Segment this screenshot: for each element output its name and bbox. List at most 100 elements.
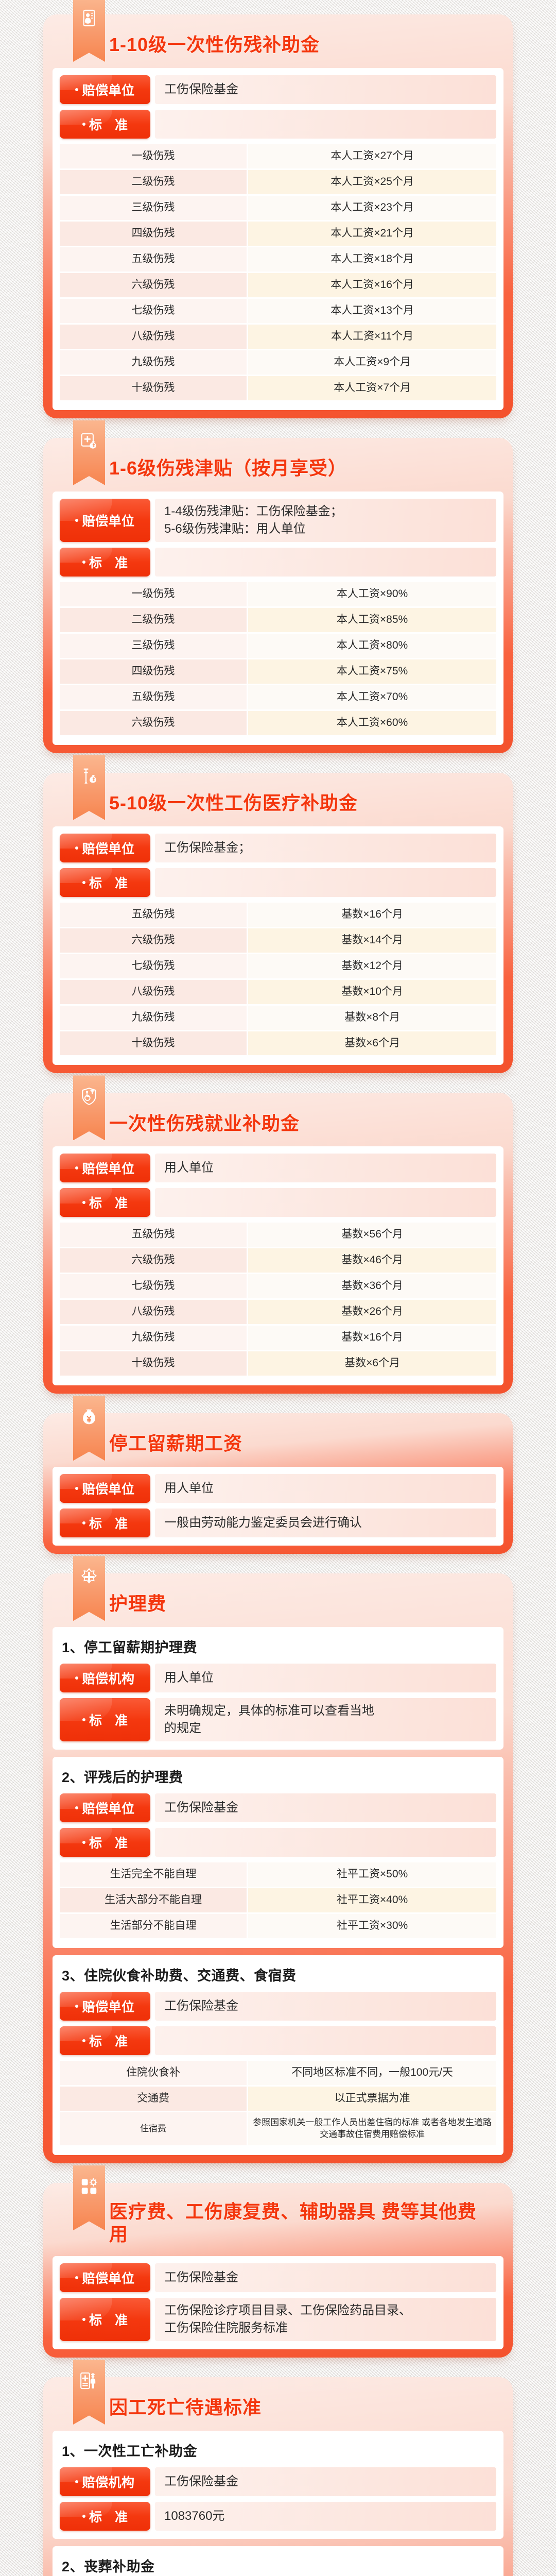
tag-label: 标 准 [89,1196,132,1211]
tag-label: 赔偿单位 [82,1802,135,1817]
bullet-dot-icon [82,560,86,564]
standard-table: 五级伤残 基数×56个月 六级伤残 基数×46个月 七级伤残 基数×36个月 八级伤残 基数×… [60,1223,496,1378]
table-row: 四级伤残 本人工资×75% [60,658,496,685]
payer-value: 工伤保险基金 [155,2263,496,2292]
crutch-money-icon [73,755,105,820]
card-title: 护理费 [109,1593,167,1615]
card-title: 一次性伤残就业补助金 [109,1112,300,1134]
table-cell-value: 基数×46个月 [247,1247,496,1275]
table-row: 八级伤残 基数×10个月 [60,979,496,1006]
standard-value: 未明确规定，具体的标准可以查看当地 的规定 [155,1698,496,1742]
section-subheading: 2、丧葬补助金 [62,2559,155,2575]
payer-value: 工伤保险基金； [155,833,496,862]
payer-row: 赔偿单位 1-4级伤残津贴：工伤保险基金； 5-6级伤残津贴：用人单位 [60,498,496,542]
card-frame: 1-6级伤残津贴（按月享受） 赔偿单位 1-4级伤残津贴：工伤保险基金； 5-6级伤… [43,420,513,753]
table-row: 五级伤残 基数×56个月 [60,1223,496,1249]
table-row: 五级伤残 本人工资×70% [60,684,496,711]
card-header: 护理费 [43,1573,513,1627]
section-subheading: 1、一次性工亡补助金 [62,2444,198,2460]
bullet-dot-icon [82,2039,86,2043]
standard-value [155,547,496,577]
tag-label: 赔偿机构 [82,1672,135,1687]
payer-value: 工伤保险基金 [155,2467,496,2497]
table-row: 生活完全不能自理 社平工资×50% [60,1862,496,1889]
table-cell-key: 三级伤残 [60,633,248,659]
table-row: 七级伤残 本人工资×13个月 [60,298,496,325]
table-cell-key: 五级伤残 [60,1223,248,1249]
payer-tag: 赔偿单位 [60,2263,150,2292]
table-cell-value: 社平工资×50% [247,1862,496,1889]
table-row: 一级伤残 本人工资×90% [60,582,496,608]
table-row: 九级伤残 基数×16个月 [60,1325,496,1352]
standard-table: 生活完全不能自理 社平工资×50% 生活大部分不能自理 社平工资×40% 生活部分不能自… [60,1862,496,1940]
app-grid-icon [73,2165,105,2231]
card-panel: 赔偿单位 用人单位标 准五级伤残 基数×56个月 六级伤残 基数×46个月 七级伤残 基数×… [53,1146,503,1386]
payer-tag: 赔偿单位 [60,1154,150,1183]
table-cell-key: 生活大部分不能自理 [60,1887,248,1914]
table-cell-key: 九级伤残 [60,1325,248,1352]
card-frame: 停工留薪期工资 赔偿单位 用人单位标 准 一般由劳动能力鉴定委员会进行确认 [43,1396,513,1554]
table-cell-value: 基数×56个月 [247,1223,496,1249]
bullet-dot-icon [75,518,79,522]
standard-row: 标 准 [60,868,496,897]
bullet-dot-icon [82,1841,86,1844]
table-cell-key: 六级伤残 [60,1247,248,1275]
table-cell-value: 基数×8个月 [247,1005,496,1031]
payer-row: 赔偿单位 工伤保险基金 [60,1992,496,2021]
table-cell-key: 一级伤残 [60,144,248,170]
table-cell-value: 基数×16个月 [247,1325,496,1352]
card-frame: 医疗费、工伤康复费、辅助器具 费等其他费用 赔偿单位 工伤保险基金标 准 工伤保险诊疗… [43,2165,513,2358]
table-row: 八级伤残 本人工资×11个月 [60,324,496,350]
card-header: 1-6级伤残津贴（按月享受） [43,438,513,492]
tag-label: 赔偿单位 [82,841,135,856]
payer-value: 用人单位 [155,1664,496,1693]
standard-value [155,1188,496,1217]
card-title: 1-6级伤残津贴（按月享受） [109,457,348,479]
payer-tag: 赔偿单位 [60,498,150,542]
table-cell-value: 本人工资×9个月 [247,349,496,376]
standard-row: 标 准 [60,1828,496,1857]
bullet-dot-icon [75,1806,79,1810]
payer-row: 赔偿机构 工伤保险基金 [60,2467,496,2497]
table-cell-key: 二级伤残 [60,169,248,196]
payer-row: 赔偿单位 工伤保险基金 [60,75,496,104]
bullet-dot-icon [75,2276,79,2279]
bullet-dot-icon [82,123,86,126]
card-frame: 因工死亡待遇标准 1、一次性工亡补助金 赔偿机构 工伤保险基金标 准 1083760元 2… [43,2360,513,2576]
bullet-dot-icon [75,1166,79,1170]
table-cell-key: 生活完全不能自理 [60,1862,248,1889]
bullet-dot-icon [75,1487,79,1490]
table-cell-key: 六级伤残 [60,272,248,299]
bullet-dot-icon [82,1718,86,1722]
standard-tag: 标 准 [60,1698,150,1742]
bullet-dot-icon [75,846,79,850]
card-one-time-medical-subsidy: 5-10级一次性工伤医疗补助金 赔偿单位 工伤保险基金； 标 准五级伤残 基数×16个月… [43,755,513,1074]
table-cell-key: 四级伤残 [60,221,248,247]
table-cell-value: 基数×36个月 [247,1273,496,1300]
table-cell-key: 十级伤残 [60,1030,248,1057]
table-row: 七级伤残 基数×12个月 [60,953,496,980]
card-title: 5-10级一次性工伤医疗补助金 [109,792,358,814]
tag-label: 标 准 [89,555,132,570]
table-cell-value: 本人工资×90% [247,582,496,608]
payer-value: 工伤保险基金 [155,75,496,104]
table-row: 十级伤残 基数×6个月 [60,1030,496,1057]
card-frame: 5-10级一次性工伤医疗补助金 赔偿单位 工伤保险基金； 标 准五级伤残 基数×16个月… [43,755,513,1074]
payer-tag: 赔偿单位 [60,833,150,862]
payer-tag: 赔偿单位 [60,1992,150,2021]
standard-row: 标 准 [60,110,496,139]
table-cell-value: 基数×10个月 [247,979,496,1006]
card-frame: 一次性伤残就业补助金 赔偿单位 用人单位标 准五级伤残 基数×56个月 六级伤残 基数×4… [43,1075,513,1394]
card-paid-leave-wages: 停工留薪期工资 赔偿单位 用人单位标 准 一般由劳动能力鉴定委员会进行确认 [43,1396,513,1554]
table-cell-value: 基数×26个月 [247,1299,496,1326]
table-cell-key: 八级伤残 [60,1299,248,1326]
table-cell-value: 本人工资×80% [247,633,496,659]
standard-tag: 标 准 [60,547,150,577]
standard-tag: 标 准 [60,2502,150,2531]
card-one-time-disability-subsidy: 1-10级一次性伤残补助金 赔偿单位 工伤保险基金标 准一级伤残 本人工资×27个月二… [43,0,513,418]
payer-value: 用人单位 [155,1474,496,1503]
payer-tag: 赔偿机构 [60,1664,150,1693]
card-panel: 1、停工留薪期护理费 赔偿机构 用人单位标 准 未明确规定，具体的标准可以查看当地 的… [53,1627,503,1750]
table-row: 生活大部分不能自理 社平工资×40% [60,1887,496,1914]
table-row: 六级伤残 基数×46个月 [60,1247,496,1275]
